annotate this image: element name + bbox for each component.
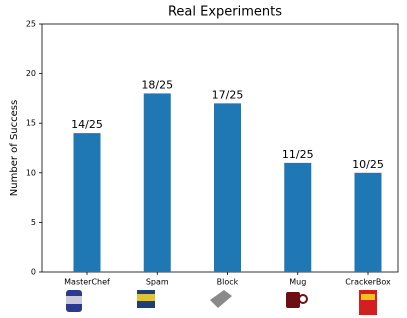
masterchef-can-icon: [66, 290, 82, 312]
x-tick-label: MasterChef: [64, 278, 110, 287]
bar: [73, 133, 101, 272]
mug-icon: [286, 292, 308, 308]
bar: [284, 162, 312, 272]
value-label: 14/25: [71, 118, 103, 131]
y-tick-label: 10: [26, 168, 36, 177]
bar: [214, 103, 241, 272]
y-tick-label: 0: [31, 268, 36, 277]
y-tick-label: 20: [26, 69, 36, 78]
object-icons: [66, 290, 377, 315]
value-label: 18/25: [141, 78, 173, 91]
value-label: 10/25: [352, 158, 384, 171]
y-axis-label: Number of Success: [9, 100, 20, 196]
value-label: 17/25: [212, 88, 244, 101]
x-tick-label: Mug: [289, 278, 306, 287]
y-tick-label: 25: [26, 20, 36, 29]
chart-title: Real Experiments: [168, 5, 282, 20]
bar: [354, 172, 382, 272]
x-tick-label: Spam: [146, 278, 169, 287]
x-tick-label: CrackerBox: [345, 278, 391, 287]
spam-can-icon: [137, 290, 155, 308]
y-tick-label: 5: [31, 218, 36, 227]
crackerbox-icon: [359, 290, 377, 315]
block-icon: [210, 290, 232, 308]
y-tick-label: 15: [26, 119, 36, 128]
bar: [143, 93, 171, 272]
x-tick-label: Block: [217, 278, 239, 287]
value-label: 11/25: [282, 148, 314, 161]
